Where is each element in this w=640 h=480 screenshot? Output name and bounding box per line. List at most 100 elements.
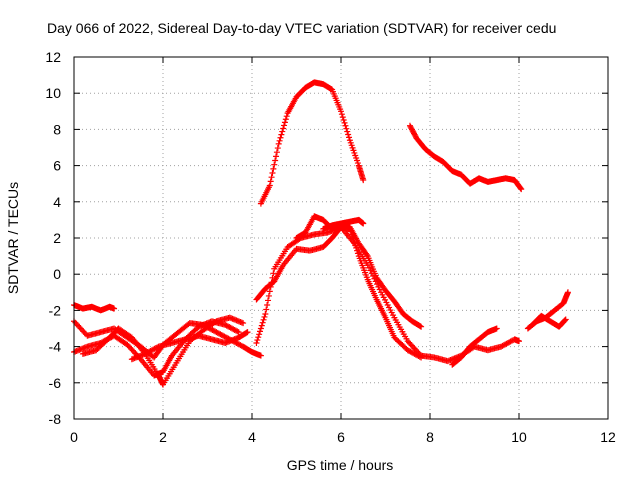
data-point (517, 185, 524, 192)
data-point (493, 325, 500, 332)
data-point (275, 140, 282, 147)
data-point (265, 297, 272, 304)
y-tick-label: -2 (49, 302, 62, 318)
data-point (338, 111, 345, 118)
y-axis-label: SDTVAR / TECUs (5, 182, 21, 294)
data-point (278, 131, 285, 138)
data-point (270, 270, 277, 277)
data-point (354, 247, 361, 254)
data-point (418, 323, 425, 330)
data-point (272, 157, 279, 164)
data-point (263, 306, 270, 313)
data-series-arc-12 (449, 325, 500, 368)
data-point (268, 174, 275, 181)
data-series-arc-1 (71, 301, 118, 314)
data-point (271, 161, 278, 168)
data-point (261, 313, 268, 320)
x-tick-label: 2 (159, 429, 167, 445)
data-point (244, 329, 251, 336)
x-tick-label: 6 (337, 429, 345, 445)
data-point (416, 353, 423, 360)
data-point (267, 178, 274, 185)
data-point (266, 182, 273, 189)
data-point (345, 131, 352, 138)
x-tick-label: 4 (248, 429, 256, 445)
y-tick-label: 10 (45, 85, 61, 101)
data-point (264, 301, 271, 308)
data-point (366, 264, 373, 271)
data-point (353, 244, 360, 251)
x-tick-label: 8 (426, 429, 434, 445)
data-point (259, 319, 266, 326)
data-series-layer (71, 79, 571, 388)
x-axis-label: GPS time / hours (287, 457, 394, 473)
y-tick-label: 4 (53, 194, 61, 210)
data-point (516, 338, 522, 345)
data-point (260, 316, 267, 323)
data-point (265, 292, 272, 299)
data-point (274, 145, 281, 152)
data-series-arc-4 (79, 314, 247, 388)
y-tick-label: 8 (53, 121, 61, 137)
data-point (185, 321, 192, 328)
data-point (346, 134, 353, 141)
data-point (518, 186, 525, 193)
data-point (282, 116, 289, 123)
data-point (281, 122, 288, 129)
data-point (354, 250, 361, 257)
data-point (283, 113, 290, 120)
data-point (240, 320, 247, 327)
chart-title: Day 066 of 2022, Sidereal Day-to-day VTE… (47, 20, 556, 36)
data-point (360, 177, 367, 184)
data-series-arc-5 (128, 329, 251, 363)
data-point (258, 322, 265, 329)
data-point (273, 153, 280, 160)
y-tick-label: 2 (53, 230, 61, 246)
y-tick-label: 6 (53, 158, 61, 174)
data-series-arc-14 (529, 312, 569, 330)
data-point (235, 329, 242, 336)
data-point (111, 305, 118, 312)
y-tick-label: -4 (49, 339, 62, 355)
data-point (340, 116, 347, 123)
data-point (154, 344, 161, 351)
y-tick-label: 0 (53, 266, 61, 282)
data-point (344, 128, 351, 135)
x-tick-label: 0 (70, 429, 78, 445)
data-point (280, 125, 287, 132)
data-point (363, 251, 370, 258)
data-point (234, 328, 241, 335)
data-series-arc-11 (406, 122, 525, 193)
data-point (253, 339, 260, 346)
data-point (338, 108, 344, 115)
y-tick-label: -6 (49, 375, 62, 391)
data-point (360, 220, 367, 227)
data-point (281, 119, 288, 126)
data-series-arc-9 (293, 213, 425, 330)
data-point (212, 319, 219, 326)
data-series-arc-6 (257, 79, 367, 207)
data-point (257, 352, 264, 359)
data-point (273, 149, 280, 156)
data-point (266, 288, 273, 295)
data-point (418, 354, 425, 361)
data-point (339, 114, 346, 121)
data-point (269, 170, 276, 177)
x-tick-label: 10 (511, 429, 527, 445)
data-point (341, 119, 348, 126)
y-tick-label: -8 (49, 411, 62, 427)
data-point (256, 331, 263, 338)
data-point (564, 289, 571, 296)
axis-ticks: 0 2 4 6 8 10 12 -8 -6 -4 -2 0 2 4 6 8 10 12 (45, 49, 616, 445)
data-point (562, 316, 569, 323)
data-point (262, 311, 269, 318)
data-point (257, 328, 264, 335)
data-point (270, 165, 277, 172)
data-point (257, 325, 264, 332)
data-point (254, 337, 261, 344)
data-point (562, 317, 569, 324)
data-point (279, 128, 286, 135)
data-series-arc-10 (320, 216, 367, 232)
data-point (342, 122, 349, 129)
